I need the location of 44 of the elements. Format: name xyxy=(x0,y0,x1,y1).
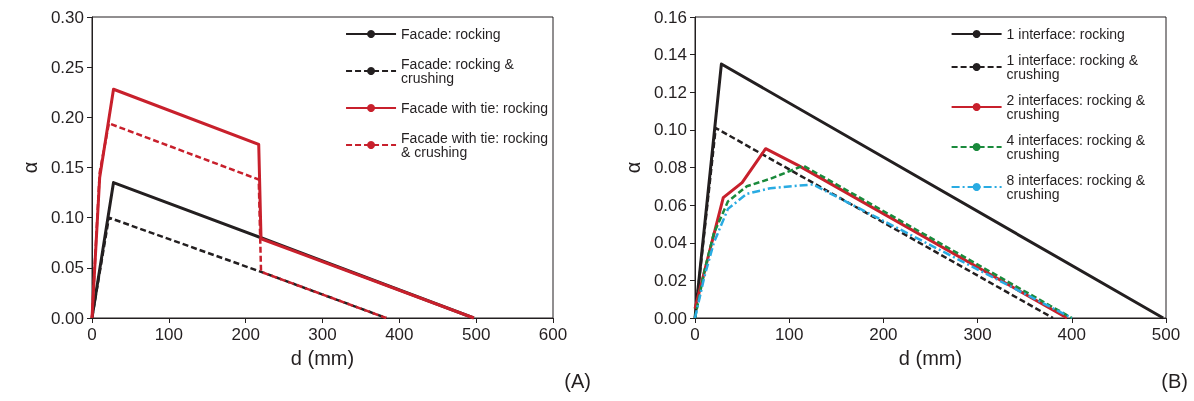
text: (A) xyxy=(564,370,592,392)
x-tick-label: 500 xyxy=(461,325,491,344)
y-tick-label: 0.15 xyxy=(50,158,84,177)
legend-label: 1 interface: rocking & crushing xyxy=(1006,52,1143,82)
y-tick-label: 0.00 xyxy=(50,308,84,328)
x-tick-label: 400 xyxy=(1057,325,1086,344)
x-tick-label: 0 xyxy=(87,325,97,344)
y-axis-title: α xyxy=(19,161,42,174)
y-tick-label: 0.02 xyxy=(653,270,687,290)
x-tick-label: 300 xyxy=(308,325,337,344)
y-tick-label: 0.14 xyxy=(653,45,687,65)
x-tick-label: 400 xyxy=(385,325,414,344)
x-tick-label: 200 xyxy=(869,325,898,344)
legend-label: 1 interface: rocking xyxy=(1006,26,1125,42)
y-axis-title: α xyxy=(622,161,645,174)
y-tick-label: 0.30 xyxy=(50,7,84,27)
y-tick-label: 0.12 xyxy=(653,82,687,102)
x-tick-label: 500 xyxy=(1151,325,1181,344)
text: (B) xyxy=(1161,370,1189,392)
x-axis-title: d (mm) xyxy=(290,346,355,369)
x-tick-label: 100 xyxy=(775,325,804,344)
legend-label: 2 interfaces: rocking & crushing xyxy=(1006,92,1150,122)
y-tick-label: 0.00 xyxy=(653,308,687,328)
y-tick-label: 0.10 xyxy=(653,120,687,140)
y-tick-label: 0.06 xyxy=(653,195,687,215)
legend-label: Facade: rocking & crushing xyxy=(401,56,518,86)
y-tick-label: 0.05 xyxy=(50,258,84,278)
y-tick-label: 0.08 xyxy=(653,158,687,177)
y-tick-label: 0.16 xyxy=(653,7,687,27)
legend-label: 4 interfaces: rocking & crushing xyxy=(1006,132,1150,162)
y-tick-label: 0.04 xyxy=(653,233,687,253)
legend-label: Facade with tie: rocking xyxy=(401,100,549,116)
legend-label: Facade: rocking xyxy=(401,26,501,42)
x-tick-label: 200 xyxy=(231,325,260,344)
x-axis-title: d (mm) xyxy=(898,346,963,369)
x-tick-label: 600 xyxy=(538,325,568,344)
legend-label: 8 interfaces: rocking & crushing xyxy=(1006,172,1150,202)
legend-label: Facade with tie: rocking & crushing xyxy=(401,130,553,160)
x-tick-label: 300 xyxy=(963,325,992,344)
x-tick-label: 0 xyxy=(690,325,700,344)
x-tick-label: 100 xyxy=(154,325,184,344)
y-tick-label: 0.10 xyxy=(50,208,84,228)
y-tick-label: 0.20 xyxy=(50,107,84,127)
y-tick-label: 0.25 xyxy=(50,57,84,77)
